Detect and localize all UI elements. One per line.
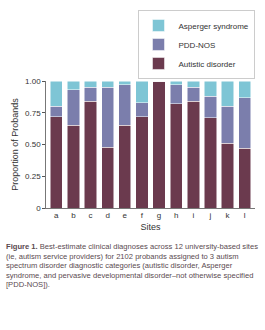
svg-text:0: 0 bbox=[36, 204, 41, 213]
svg-text:k: k bbox=[226, 211, 231, 220]
svg-text:0.75: 0.75 bbox=[25, 109, 41, 118]
svg-text:c: c bbox=[89, 211, 93, 220]
svg-text:f: f bbox=[141, 211, 144, 220]
svg-text:l: l bbox=[244, 211, 246, 220]
svg-text:Proportion of Probands: Proportion of Probands bbox=[10, 98, 20, 191]
svg-text:Sites: Sites bbox=[140, 222, 161, 232]
svg-text:Asperger syndrome: Asperger syndrome bbox=[179, 22, 249, 31]
svg-text:0.50: 0.50 bbox=[25, 140, 41, 149]
svg-text:1.00: 1.00 bbox=[25, 77, 41, 86]
svg-text:i: i bbox=[192, 211, 194, 220]
svg-text:h: h bbox=[174, 211, 178, 220]
html-text:Figure 1. Best-estimate clinic: Figure 1. Best-estimate clinical diagnos… bbox=[6, 242, 258, 290]
svg-text:a: a bbox=[54, 211, 59, 220]
svg-text:e: e bbox=[123, 211, 128, 220]
svg-text:PDD-NOS: PDD-NOS bbox=[179, 41, 216, 50]
svg-text:b: b bbox=[71, 211, 76, 220]
svg-text:0.25: 0.25 bbox=[25, 172, 41, 181]
svg-text:Autistic disorder: Autistic disorder bbox=[179, 60, 236, 69]
svg-text:j: j bbox=[209, 211, 212, 220]
svg-text:d: d bbox=[105, 211, 109, 220]
svg-text:g: g bbox=[157, 211, 161, 220]
